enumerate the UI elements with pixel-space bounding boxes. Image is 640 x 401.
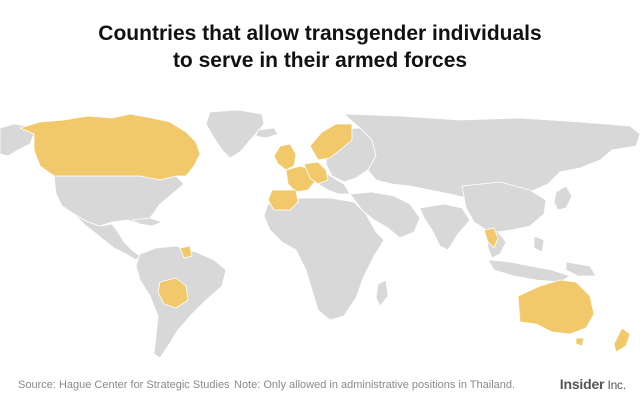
logo-wordmark: Insider <box>559 376 605 392</box>
landmass-japan <box>553 185 573 211</box>
title-line-1: Countries that allow transgender individ… <box>98 22 542 45</box>
logo-suffix: Inc. <box>604 378 626 392</box>
landmass-caribbean <box>131 217 163 227</box>
country-germany-central <box>303 161 329 185</box>
country-guyana <box>179 245 193 259</box>
note-text: Note: Only allowed in administrative pos… <box>234 379 516 391</box>
title-line-2: to serve in their armed forces <box>172 49 468 72</box>
landmass-philippines-png <box>533 235 597 277</box>
world-map <box>0 110 640 362</box>
country-bolivia <box>157 277 189 309</box>
country-canada <box>19 113 201 181</box>
country-new-zealand <box>613 327 631 353</box>
country-uk-ireland <box>273 143 297 171</box>
landmass-africa <box>263 197 385 321</box>
landmass-indonesia <box>487 259 571 283</box>
country-tasmania <box>575 337 585 347</box>
country-thailand <box>483 227 499 249</box>
landmass-iceland <box>255 127 279 139</box>
landmass-madagascar <box>375 279 389 307</box>
landmass-greenland <box>205 110 265 159</box>
source-text: Source: Hague Center for Strategic Studi… <box>18 379 230 391</box>
country-australia <box>517 279 595 335</box>
landmass-usa <box>53 175 185 227</box>
landmass-india <box>419 203 471 251</box>
country-scandinavia <box>309 123 353 161</box>
insider-logo: Insider Inc. <box>560 374 626 394</box>
landmass-middle-east <box>349 191 421 239</box>
country-spain <box>267 189 299 211</box>
chart-title: Countries that allow transgender individ… <box>0 20 640 74</box>
landmass-china-se-asia <box>461 181 547 233</box>
landmass-alaska <box>0 123 35 157</box>
footer: Source: Hague Center for Strategic Studi… <box>0 376 640 394</box>
